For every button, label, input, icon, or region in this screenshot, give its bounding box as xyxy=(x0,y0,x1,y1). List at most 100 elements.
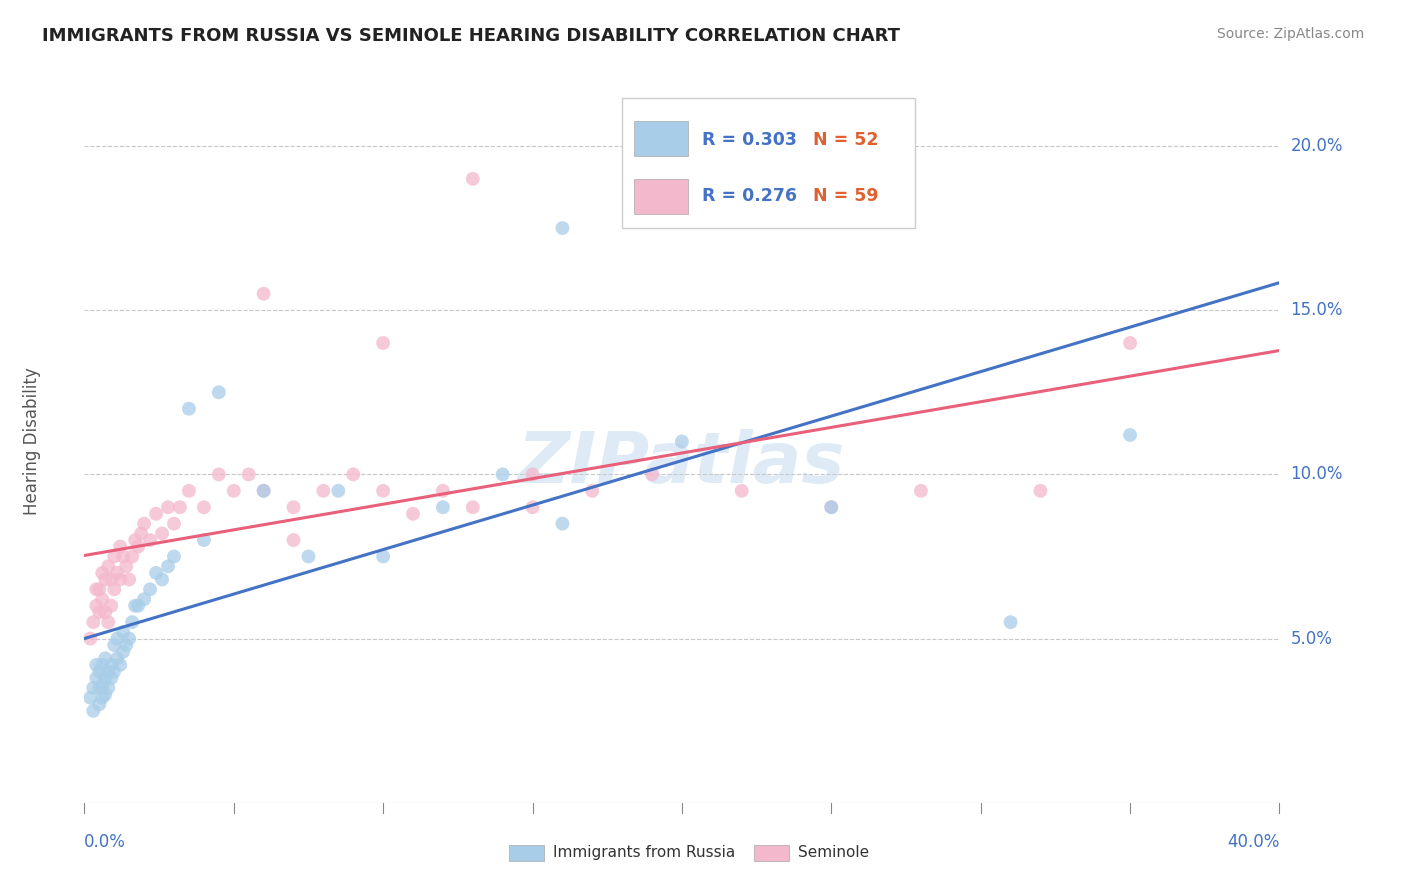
Point xyxy=(297,549,319,564)
Point xyxy=(373,336,395,351)
FancyBboxPatch shape xyxy=(634,179,688,214)
Point xyxy=(461,171,484,186)
Text: 20.0%: 20.0% xyxy=(1291,137,1343,155)
Point xyxy=(208,467,231,482)
Point xyxy=(193,500,215,515)
Point xyxy=(97,559,120,574)
Point xyxy=(312,483,335,498)
Point xyxy=(283,500,305,515)
Point xyxy=(222,483,245,498)
Point xyxy=(110,540,132,554)
Point xyxy=(115,559,138,574)
Point xyxy=(118,632,141,646)
Point xyxy=(193,533,215,547)
Point xyxy=(100,599,122,613)
Text: 10.0%: 10.0% xyxy=(1291,466,1343,483)
Text: N = 52: N = 52 xyxy=(814,130,879,149)
Point xyxy=(127,599,149,613)
Point xyxy=(253,286,276,301)
FancyBboxPatch shape xyxy=(754,845,790,861)
Point xyxy=(100,671,122,685)
Point xyxy=(86,657,108,672)
Point xyxy=(103,549,125,564)
Text: IMMIGRANTS FROM RUSSIA VS SEMINOLE HEARING DISABILITY CORRELATION CHART: IMMIGRANTS FROM RUSSIA VS SEMINOLE HEARI… xyxy=(42,27,900,45)
Point xyxy=(157,500,180,515)
Point xyxy=(163,516,186,531)
Point xyxy=(127,540,149,554)
Text: 5.0%: 5.0% xyxy=(1291,630,1333,648)
Point xyxy=(105,632,128,646)
Point xyxy=(86,582,108,597)
Point xyxy=(89,698,111,712)
Point xyxy=(105,651,128,665)
Text: Seminole: Seminole xyxy=(797,845,869,860)
Point xyxy=(731,483,754,498)
Point xyxy=(89,681,111,695)
Point xyxy=(132,592,156,607)
Point xyxy=(97,681,120,695)
FancyBboxPatch shape xyxy=(634,121,688,156)
Text: Source: ZipAtlas.com: Source: ZipAtlas.com xyxy=(1216,27,1364,41)
Point xyxy=(82,681,104,695)
Point xyxy=(82,615,104,630)
Point xyxy=(115,638,138,652)
Point xyxy=(103,638,125,652)
Point xyxy=(112,645,135,659)
Point xyxy=(124,533,146,547)
Point xyxy=(132,516,156,531)
Point xyxy=(820,500,842,515)
Point xyxy=(103,582,125,597)
Text: 40.0%: 40.0% xyxy=(1227,833,1279,851)
Point xyxy=(91,566,114,580)
Point xyxy=(91,657,114,672)
Point xyxy=(373,483,395,498)
Point xyxy=(103,665,125,679)
Point xyxy=(79,632,101,646)
Point xyxy=(91,677,114,691)
Point xyxy=(461,500,484,515)
Point xyxy=(110,573,132,587)
Text: N = 59: N = 59 xyxy=(814,187,879,205)
Point xyxy=(94,687,117,701)
Point xyxy=(86,599,108,613)
Point xyxy=(581,483,603,498)
Point xyxy=(177,401,200,416)
Point xyxy=(145,507,167,521)
Point xyxy=(145,566,167,580)
Point xyxy=(118,573,141,587)
Point xyxy=(671,434,693,449)
Point xyxy=(492,467,515,482)
Point xyxy=(820,500,842,515)
Point xyxy=(124,599,146,613)
Point xyxy=(110,657,132,672)
Point xyxy=(1119,428,1142,442)
Point xyxy=(150,573,173,587)
Point xyxy=(551,516,574,531)
Point xyxy=(112,625,135,640)
Point xyxy=(97,615,120,630)
Point xyxy=(82,704,104,718)
Point xyxy=(157,559,180,574)
Point xyxy=(328,483,350,498)
Point xyxy=(86,671,108,685)
Point xyxy=(94,605,117,619)
Point xyxy=(91,690,114,705)
Point xyxy=(169,500,191,515)
Point xyxy=(94,573,117,587)
Text: 15.0%: 15.0% xyxy=(1291,301,1343,319)
Point xyxy=(91,592,114,607)
Point xyxy=(121,615,143,630)
Point xyxy=(551,221,574,235)
Point xyxy=(139,533,162,547)
Point xyxy=(522,500,544,515)
Point xyxy=(432,500,454,515)
Point xyxy=(94,671,117,685)
Point xyxy=(94,651,117,665)
Point xyxy=(253,483,276,498)
Point xyxy=(150,526,173,541)
Text: R = 0.303: R = 0.303 xyxy=(702,130,797,149)
Point xyxy=(89,582,111,597)
Point xyxy=(641,467,664,482)
Point xyxy=(129,526,152,541)
Point xyxy=(910,483,932,498)
